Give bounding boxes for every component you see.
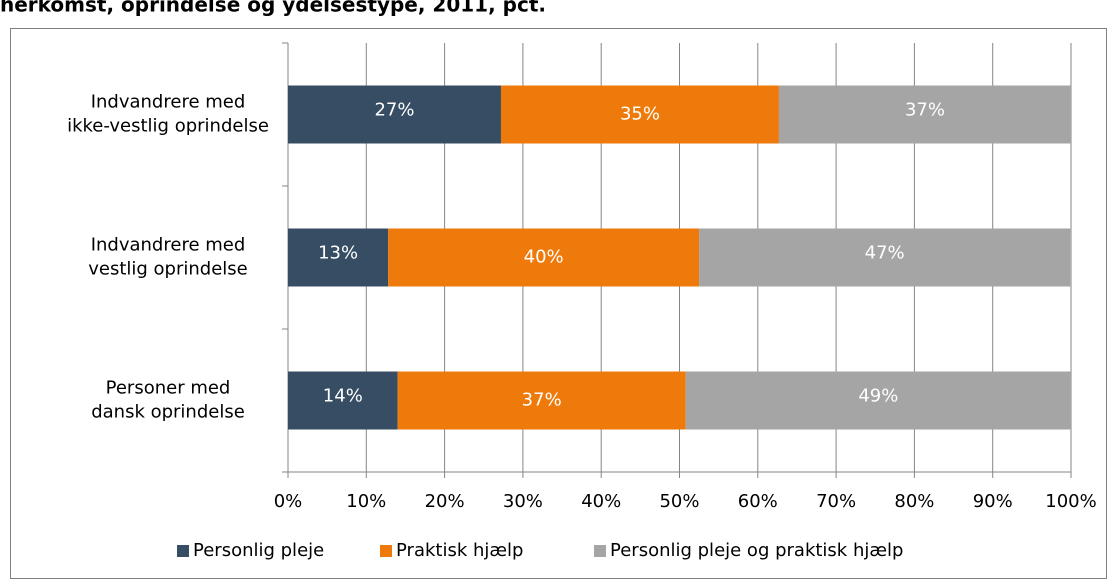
bar-segment <box>397 371 686 430</box>
legend-label: Praktisk hjælp <box>396 540 524 561</box>
legend-swatch <box>594 545 606 557</box>
value-label: 40% <box>524 247 564 268</box>
x-tick-label: 20% <box>425 491 465 512</box>
x-tick-label: 30% <box>503 491 543 512</box>
x-tick-label: 80% <box>894 491 934 512</box>
bar-segment <box>685 371 1071 430</box>
y-tick-label: Indvandrere med vestlig oprindelse <box>88 235 248 280</box>
legend-label: Personlig pleje og praktisk hjælp <box>610 540 903 561</box>
x-tick-label: 100% <box>1045 491 1096 512</box>
value-label: 37% <box>522 390 562 411</box>
chart-title: herkomst, oprindelse og ydelsestype, 201… <box>0 0 546 17</box>
value-label: 35% <box>620 104 660 125</box>
value-label: 47% <box>865 243 905 264</box>
bar-segment <box>288 228 389 287</box>
x-tick-label: 90% <box>973 491 1013 512</box>
legend-swatch <box>177 545 189 557</box>
bar-segment <box>388 228 700 287</box>
x-tick-label: 60% <box>738 491 778 512</box>
legend-label: Personlig pleje <box>193 540 324 561</box>
bar-segment <box>500 85 779 144</box>
x-tick-label: 0% <box>274 491 303 512</box>
bar-segment <box>288 371 398 430</box>
x-tick-label: 40% <box>581 491 621 512</box>
value-label: 14% <box>323 386 363 407</box>
value-label: 37% <box>905 100 945 121</box>
legend-swatch <box>380 545 392 557</box>
y-tick-label: Indvandrere med ikke-vestlig oprindelse <box>67 92 269 137</box>
x-tick-label: 70% <box>816 491 856 512</box>
bar-segment <box>778 85 1071 144</box>
bar-segment <box>288 85 501 144</box>
value-label: 49% <box>858 386 898 407</box>
x-tick-label: 50% <box>659 491 699 512</box>
chart-frame <box>10 28 1107 579</box>
bar-segment <box>699 228 1071 287</box>
value-label: 13% <box>318 243 358 264</box>
value-label: 27% <box>374 100 414 121</box>
y-tick-label: Personer med dansk oprindelse <box>91 378 245 423</box>
x-tick-label: 10% <box>346 491 386 512</box>
